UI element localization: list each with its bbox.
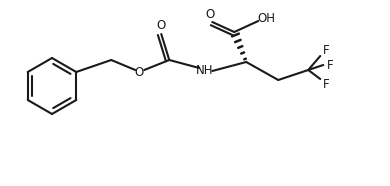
Text: O: O xyxy=(135,65,144,78)
Text: O: O xyxy=(157,18,166,31)
Text: O: O xyxy=(206,7,215,20)
Text: NH: NH xyxy=(195,63,213,76)
Text: F: F xyxy=(323,44,330,57)
Text: F: F xyxy=(323,78,330,91)
Text: F: F xyxy=(327,59,333,71)
Text: OH: OH xyxy=(257,12,275,25)
